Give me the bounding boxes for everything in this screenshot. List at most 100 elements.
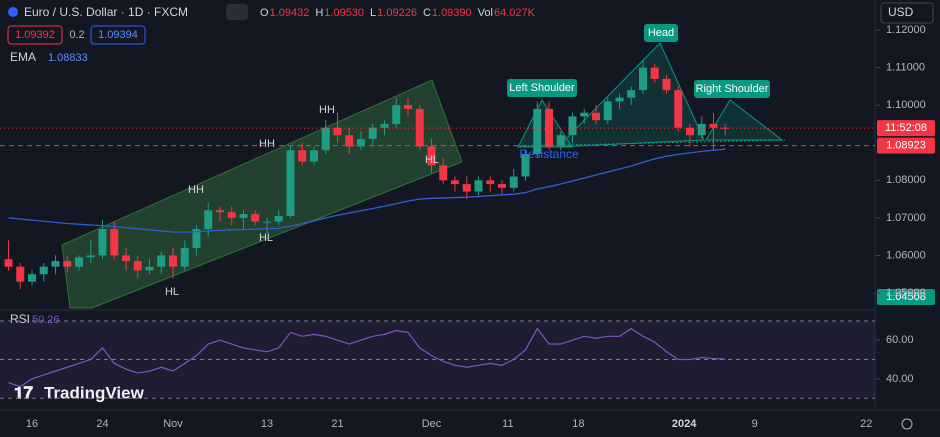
candle-body — [721, 127, 730, 129]
ohlc-value: 1.09432 — [270, 7, 310, 19]
logo: TradingView — [44, 383, 145, 402]
label-box — [694, 80, 770, 98]
rsi-line — [8, 327, 726, 388]
hl-label: HL — [425, 154, 439, 166]
y-tick-label: 1.11000 — [886, 62, 925, 74]
candle-body — [145, 266, 154, 271]
ohlc-label: Vol — [478, 7, 493, 19]
x-tick-label: 18 — [572, 418, 584, 430]
candle-body — [627, 90, 636, 98]
label-box — [644, 24, 678, 42]
candle-body — [380, 123, 389, 128]
candle-body — [368, 127, 377, 139]
y-tick-label: 1.10000 — [886, 99, 926, 111]
candle-body — [310, 150, 318, 162]
candle-body — [427, 146, 436, 166]
candle-body — [615, 97, 624, 102]
candle-body — [98, 229, 107, 256]
icon-button[interactable] — [226, 4, 248, 20]
x-tick-label: 2024 — [672, 418, 697, 430]
rsi-tick-label: 60.00 — [886, 334, 914, 346]
candle-body — [509, 176, 518, 188]
candle-body — [686, 127, 694, 136]
ema-value: 1.08833 — [48, 52, 88, 64]
hl-label: HL — [259, 232, 273, 244]
candle-body — [662, 78, 671, 91]
candle-body — [592, 112, 600, 121]
candle-body — [298, 150, 307, 162]
ohlc-value: 1.09390 — [432, 7, 472, 19]
ohlc-label: L — [370, 7, 376, 19]
resistance-label: Resistance — [519, 147, 579, 161]
y-tick-label: 1.05000 — [886, 287, 926, 299]
candle-body — [650, 67, 659, 79]
symbol-icon — [8, 7, 18, 17]
candle-body — [474, 180, 483, 192]
ohlc-value: 64.027K — [494, 7, 536, 19]
rsi-name: RSI — [10, 312, 30, 326]
y-tick-label: 1.07000 — [886, 212, 926, 224]
candle-body — [216, 210, 224, 213]
x-tick-label: 11 — [502, 418, 513, 430]
ohlc-value: 1.09226 — [377, 7, 417, 19]
candle-body — [556, 135, 565, 147]
buy-button[interactable] — [90, 25, 146, 45]
candle-body — [286, 150, 295, 216]
sell-price: 1.09392 — [15, 29, 55, 41]
channel — [61, 79, 463, 309]
ohlc: O 1.09432 H 1.09530 L 1.09226 C 1.09390 Vol 64.02… — [260, 7, 536, 19]
candle-body — [86, 255, 95, 258]
candle-body — [709, 123, 718, 128]
ohlc-label: O — [260, 7, 269, 19]
candle-body — [321, 127, 330, 151]
price-badge-label: 1.08923 — [886, 140, 926, 152]
candle-body — [568, 116, 577, 136]
y-tick-label: 1.08000 — [886, 174, 926, 186]
candle-body — [263, 221, 271, 223]
candle-body — [521, 154, 530, 177]
settings[interactable] — [901, 418, 913, 430]
low-badge — [877, 289, 935, 305]
candle-body — [28, 274, 36, 282]
candle-body — [133, 261, 142, 271]
candle-body — [192, 229, 201, 248]
candle-body — [415, 108, 424, 147]
candle-body — [180, 247, 189, 267]
ohlc-label: C — [423, 7, 431, 19]
y-tick-label: 1.12000 — [886, 24, 926, 36]
candle-body — [404, 105, 412, 109]
buy-price: 1.09394 — [98, 29, 138, 41]
x-tick-label: Nov — [163, 418, 183, 430]
candle-body — [51, 261, 60, 267]
rsi-tick-label: 40.00 — [886, 373, 914, 385]
x-tick-label: 24 — [96, 418, 108, 430]
candle-body — [251, 214, 260, 222]
label-box — [507, 79, 577, 97]
price-badge — [877, 137, 935, 154]
x-tick-label: 9 — [752, 418, 758, 430]
sell-button[interactable] — [7, 25, 63, 45]
ohlc-label: H — [315, 7, 323, 19]
ema-line — [8, 148, 726, 233]
candle-body — [333, 127, 342, 136]
symbol: Euro / U.S. Dollar · 1D · FXCM — [24, 5, 188, 19]
candle-body — [63, 261, 72, 267]
candle-body — [451, 180, 459, 185]
x-tick-label: 21 — [331, 418, 343, 430]
hh-label: HH — [188, 184, 204, 196]
candle-body — [697, 123, 706, 136]
candle-body — [639, 67, 647, 91]
y-tick-label: 1.06000 — [886, 249, 926, 261]
price-badge-label: 11:52:08 — [885, 122, 927, 134]
hl-label: HL — [165, 286, 179, 298]
candles — [4, 60, 730, 290]
currency: USD — [888, 5, 914, 19]
hh-label: HH — [259, 138, 275, 150]
candle-body — [533, 108, 542, 154]
candle-body — [39, 266, 48, 275]
candle-body — [110, 229, 119, 256]
currency-dropdown[interactable] — [880, 2, 934, 24]
